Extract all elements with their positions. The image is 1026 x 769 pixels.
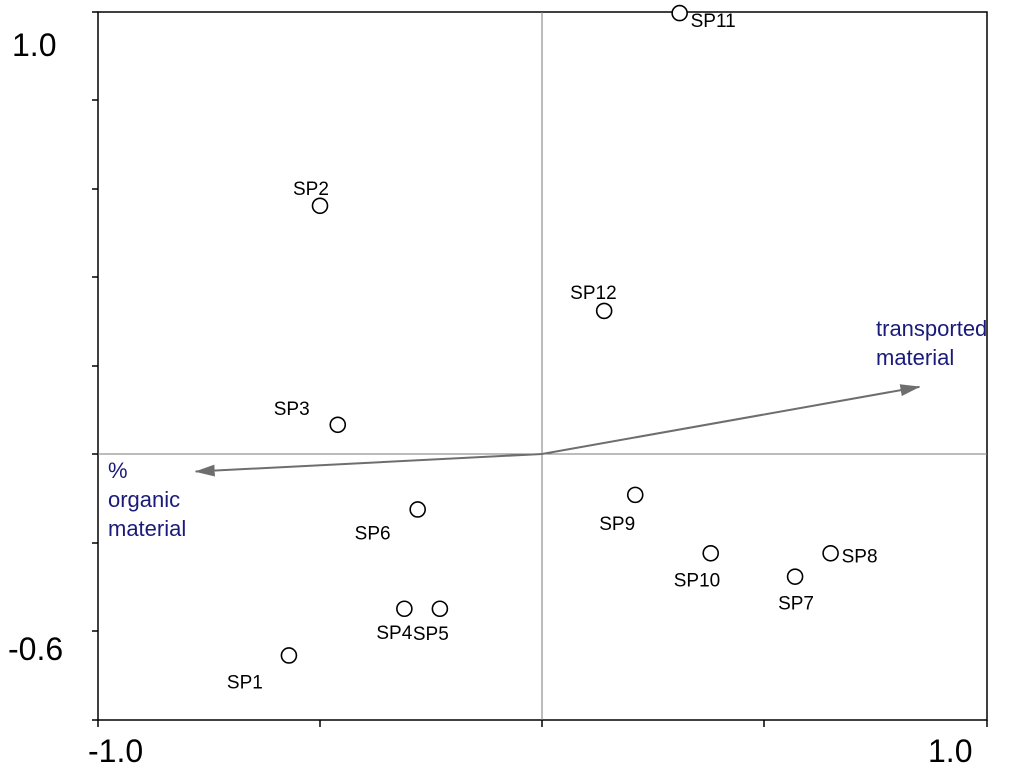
point-label-sp12: SP12: [570, 283, 616, 304]
point-sp10: [702, 544, 720, 562]
point-sp9: [626, 486, 644, 504]
point-label-sp2: SP2: [293, 179, 329, 200]
point-label-sp6: SP6: [355, 523, 391, 544]
point-label-sp4: SP4: [376, 623, 412, 644]
y-tick-label-top: 1.0: [12, 27, 56, 63]
point-label-sp10: SP10: [674, 570, 720, 591]
y-axis: [92, 11, 98, 721]
point-sp6: [409, 501, 426, 518]
y-tick-label-bottom: -0.6: [8, 631, 63, 667]
vector-label-0-line-1: material: [876, 345, 954, 370]
point-sp8: [822, 544, 839, 562]
point-label-sp7: SP7: [778, 594, 814, 615]
point-layer: SP1 SP2 SP3 SP4 SP5 SP6 SP7 SP8 SP9 SP10 SP11 SP12: [227, 4, 878, 693]
vector-arrow-1: [194, 453, 543, 477]
x-tick-label-left: -1.0: [88, 733, 143, 769]
point-sp7: [786, 568, 804, 585]
point-sp4: [396, 600, 413, 618]
vector-label-1-line-1: organic: [108, 487, 180, 512]
vector-layer: transported material% organic material: [108, 316, 987, 541]
point-sp5: [431, 600, 449, 618]
point-label-sp11: SP11: [691, 11, 736, 32]
point-sp2: [311, 197, 329, 215]
x-axis: [97, 720, 988, 727]
vector-label-0-line-0: transported: [876, 316, 987, 341]
point-sp12: [595, 302, 613, 320]
point-sp1: [280, 647, 298, 664]
point-sp3: [329, 416, 347, 434]
point-label-sp8: SP8: [842, 546, 878, 567]
vector-label-1-line-2: material: [108, 516, 186, 541]
point-label-sp1: SP1: [227, 672, 263, 693]
point-label-sp9: SP9: [599, 514, 635, 535]
point-label-sp3: SP3: [274, 399, 310, 420]
vector-arrow-0: [541, 384, 921, 455]
point-sp11: [671, 4, 688, 22]
point-label-sp5: SP5: [413, 624, 449, 645]
vector-label-1-line-0: %: [108, 458, 128, 483]
x-tick-label-right: 1.0: [928, 733, 972, 769]
